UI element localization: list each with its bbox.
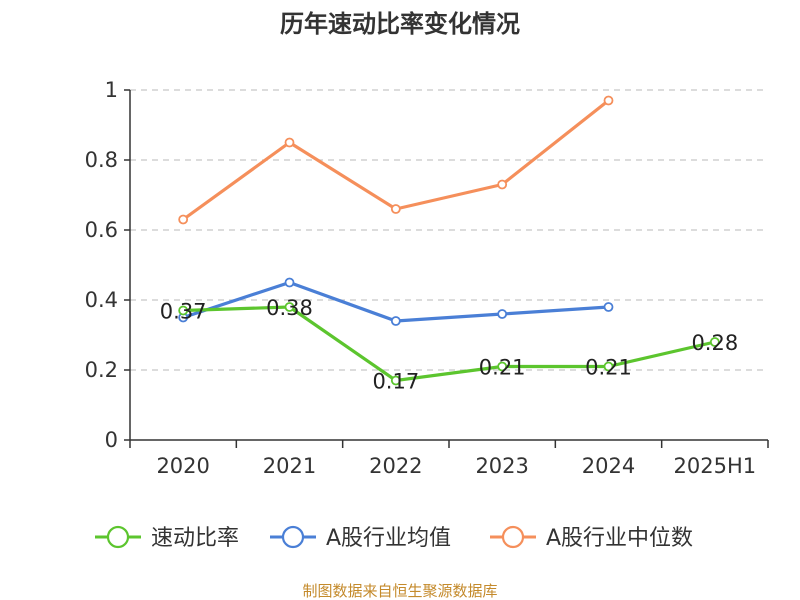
data-label: 0.37 xyxy=(160,300,207,324)
source-note: 制图数据来自恒生聚源数据库 xyxy=(302,582,497,600)
data-point xyxy=(497,179,508,190)
legend-label: A股行业均值 xyxy=(326,526,451,551)
y-tick-label: 1 xyxy=(105,78,118,102)
data-label: 0.21 xyxy=(479,356,526,380)
x-tick-label: 2023 xyxy=(475,454,528,478)
gridlines: 0 0.2 0.4 0.6 0.8 1 xyxy=(85,78,768,452)
y-tick-label: 0.6 xyxy=(85,218,118,242)
y-tick-label: 0.8 xyxy=(85,148,118,172)
series-2 xyxy=(178,95,614,225)
chart-title: 历年速动比率变化情况 xyxy=(280,10,520,38)
legend: 速动比率 A股行业均值 A股行业中位数 xyxy=(95,525,693,551)
x-tick-label: 2022 xyxy=(369,454,422,478)
x-tick-label: 2025H1 xyxy=(674,454,757,478)
data-point xyxy=(178,305,189,316)
data-point xyxy=(603,302,614,312)
data-point xyxy=(497,309,508,319)
legend-marker xyxy=(501,525,525,549)
series-layer xyxy=(178,95,720,386)
y-tick-label: 0 xyxy=(105,428,118,452)
data-label: 0.21 xyxy=(585,356,632,380)
data-labels: 0.37 0.38 0.17 0.21 0.21 0.28 xyxy=(160,296,738,394)
x-tick-label: 2020 xyxy=(156,454,209,478)
legend-label: A股行业中位数 xyxy=(546,526,693,551)
series-0 xyxy=(178,302,720,386)
legend-item: 速动比率 xyxy=(95,525,239,551)
data-label: 0.38 xyxy=(266,296,313,320)
series-line xyxy=(183,305,716,383)
y-tick-label: 0.2 xyxy=(85,358,118,382)
data-point xyxy=(284,137,295,148)
data-point xyxy=(390,204,401,214)
series-1 xyxy=(178,277,614,326)
legend-label: 速动比率 xyxy=(151,526,239,551)
legend-item: A股行业均值 xyxy=(270,525,451,551)
data-point xyxy=(284,277,295,288)
legend-marker xyxy=(281,525,305,549)
legend-item: A股行业中位数 xyxy=(490,525,693,551)
data-point xyxy=(390,375,401,386)
data-point xyxy=(709,337,720,347)
data-point xyxy=(603,95,614,106)
axes: 2020 2021 2022 2023 2024 2025H1 xyxy=(124,89,769,478)
data-point xyxy=(178,214,189,225)
y-tick-label: 0.4 xyxy=(85,288,118,312)
x-tick-label: 2021 xyxy=(263,454,316,478)
data-label: 0.28 xyxy=(691,331,738,355)
series-line xyxy=(182,280,609,323)
legend-marker xyxy=(106,525,130,549)
data-point xyxy=(390,316,401,326)
data-point xyxy=(497,361,508,372)
x-tick-label: 2024 xyxy=(582,454,635,478)
data-point xyxy=(603,361,614,372)
data-point xyxy=(284,302,295,312)
data-label: 0.17 xyxy=(372,370,419,394)
